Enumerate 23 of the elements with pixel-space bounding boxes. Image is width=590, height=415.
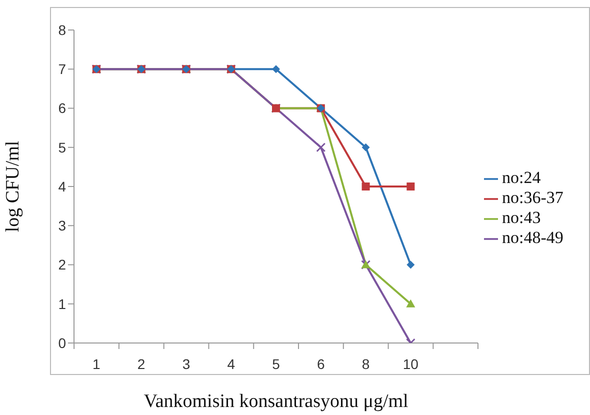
y-tick-label: 5 [58,139,66,156]
x-tick-label: 1 [92,356,101,372]
legend-label: no:43 [502,208,541,226]
y-axis-title: log CFU/ml [2,140,24,232]
x-tick-label: 10 [402,356,419,372]
y-tick-label: 6 [58,100,66,116]
x-axis-title: Vankomisin konsantrasyonu μg/ml [144,391,408,412]
y-tick-label: 1 [58,296,66,312]
x-tick-label: 3 [182,356,190,372]
legend-label: no:36-37 [502,188,564,206]
y-tick-label: 2 [58,256,66,273]
x-tick-label: 6 [316,356,325,372]
y-tick-label: 8 [58,22,66,38]
y-tick-label: 7 [58,61,66,78]
x-tick-label: 4 [227,356,236,372]
legend-label: no:24 [502,168,541,186]
x-tick-label: 5 [272,356,280,372]
x-tick-label: 2 [137,356,146,372]
y-tick-label: 0 [58,334,66,351]
legend-label: no:48-49 [502,228,564,246]
x-tick-label: 8 [362,356,370,372]
y-tick-label: 4 [58,178,66,194]
y-tick-label: 3 [58,218,66,234]
